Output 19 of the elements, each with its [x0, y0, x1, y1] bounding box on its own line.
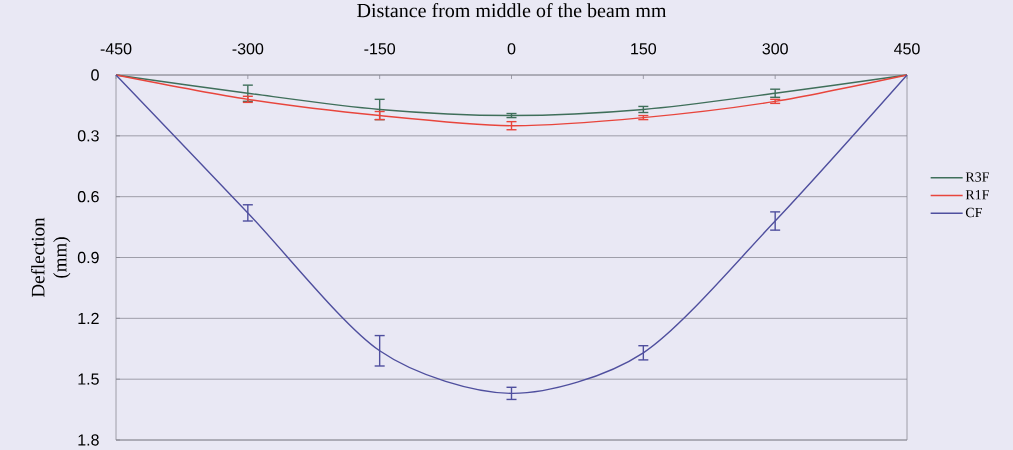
x-axis-title: Distance from middle of the beam mm [357, 3, 667, 18]
x-tick-label: -150 [364, 43, 396, 55]
y-tick-label: 0.9 [77, 251, 99, 264]
y-tick-label: 1.5 [78, 373, 99, 385]
legend-label: CF [965, 207, 982, 218]
y-tick-label: 1.2 [78, 312, 99, 324]
legend-label: R1F [965, 190, 989, 200]
legend-label: R3F [965, 172, 989, 182]
x-tick-label: -450 [100, 43, 132, 55]
y-tick-label: 0.3 [77, 130, 99, 142]
y-tick-label: 1.8 [78, 434, 99, 446]
y-tick-label: 0 [91, 69, 99, 81]
x-tick-label: 300 [762, 43, 788, 55]
y-tick-label: 0.6 [77, 191, 99, 203]
x-tick-label: 450 [894, 43, 920, 55]
y-axis-title: Deflection (mm) [30, 217, 71, 298]
x-tick-label: 150 [631, 43, 657, 55]
x-tick-label: 0 [507, 43, 516, 55]
x-tick-label: -300 [232, 43, 264, 55]
